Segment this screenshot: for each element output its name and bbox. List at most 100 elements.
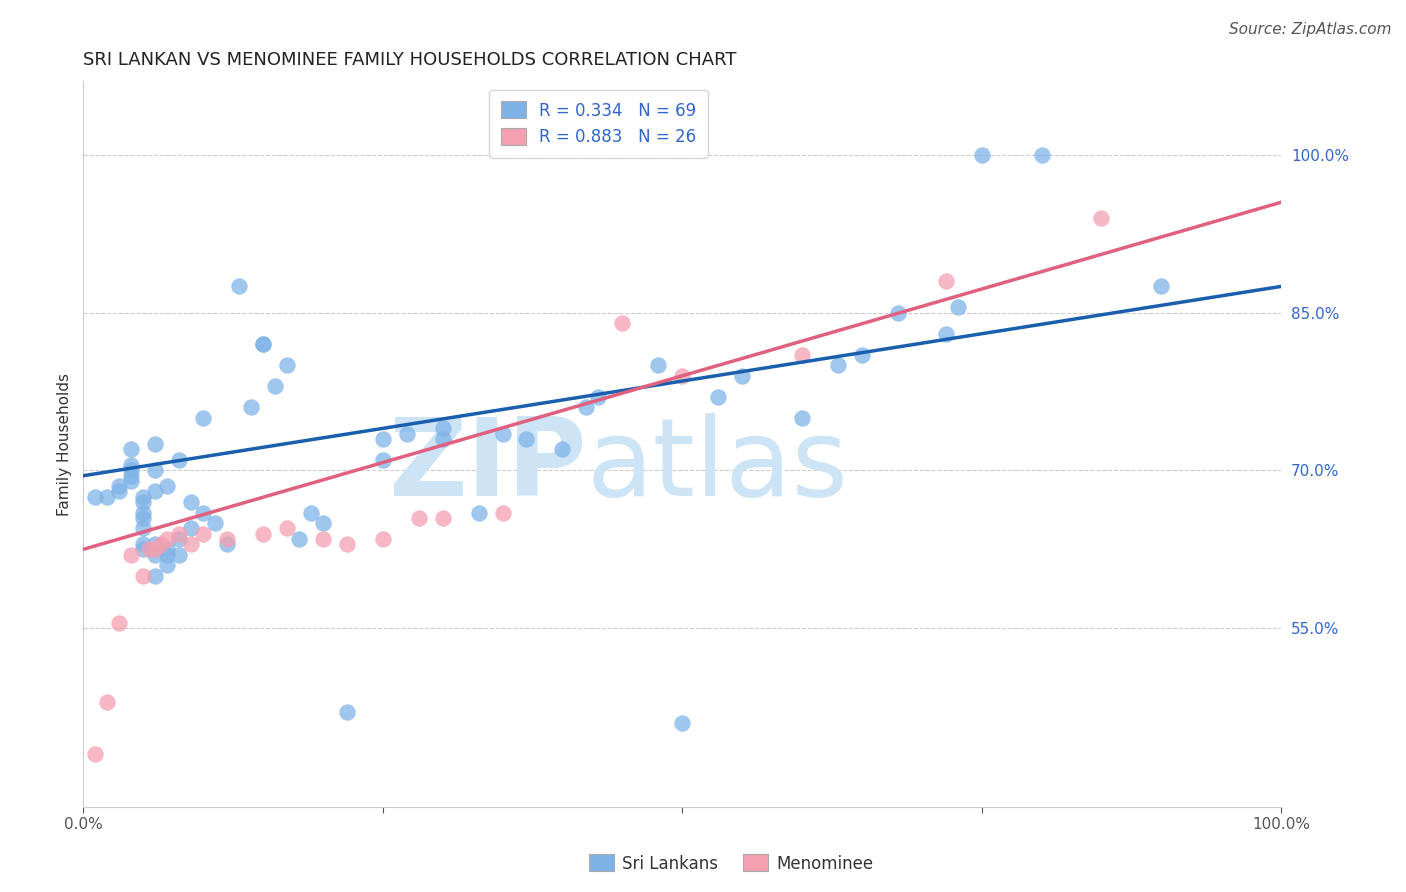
- Point: [491, 506, 513, 520]
- Point: [240, 401, 263, 415]
- Point: [312, 532, 335, 546]
- Point: [551, 442, 574, 457]
- Point: [1150, 279, 1173, 293]
- Point: [215, 532, 238, 546]
- Point: [150, 537, 173, 551]
- Point: [467, 506, 489, 520]
- Point: [96, 490, 118, 504]
- Point: [432, 421, 454, 435]
- Point: [432, 432, 454, 446]
- Point: [935, 274, 957, 288]
- Point: [96, 695, 118, 709]
- Point: [707, 390, 730, 404]
- Point: [408, 510, 430, 524]
- Point: [84, 747, 107, 762]
- Point: [851, 348, 873, 362]
- Legend: R = 0.334   N = 69, R = 0.883   N = 26: R = 0.334 N = 69, R = 0.883 N = 26: [489, 90, 707, 158]
- Point: [120, 463, 142, 477]
- Point: [491, 426, 513, 441]
- Point: [790, 348, 813, 362]
- Point: [887, 306, 910, 320]
- Point: [288, 532, 311, 546]
- Point: [120, 468, 142, 483]
- Point: [156, 558, 179, 573]
- Point: [1031, 148, 1053, 162]
- Point: [143, 548, 166, 562]
- Point: [108, 479, 131, 493]
- Point: [180, 537, 202, 551]
- Point: [156, 542, 179, 557]
- Point: [935, 326, 957, 341]
- Point: [156, 532, 179, 546]
- Legend: Sri Lankans, Menominee: Sri Lankans, Menominee: [582, 847, 880, 880]
- Point: [647, 359, 669, 373]
- Point: [191, 506, 214, 520]
- Point: [371, 432, 394, 446]
- Point: [671, 715, 693, 730]
- Point: [167, 532, 190, 546]
- Point: [191, 410, 214, 425]
- Point: [167, 526, 190, 541]
- Point: [204, 516, 226, 530]
- Point: [515, 432, 537, 446]
- Point: [132, 542, 155, 557]
- Point: [252, 337, 274, 351]
- Point: [132, 506, 155, 520]
- Point: [143, 437, 166, 451]
- Point: [336, 537, 359, 551]
- Text: atlas: atlas: [586, 413, 848, 519]
- Y-axis label: Family Households: Family Households: [58, 373, 72, 516]
- Point: [156, 548, 179, 562]
- Point: [132, 537, 155, 551]
- Point: [588, 390, 610, 404]
- Point: [84, 490, 107, 504]
- Point: [120, 474, 142, 488]
- Point: [167, 548, 190, 562]
- Point: [132, 510, 155, 524]
- Point: [312, 516, 335, 530]
- Point: [336, 706, 359, 720]
- Point: [371, 532, 394, 546]
- Point: [180, 521, 202, 535]
- Point: [946, 301, 969, 315]
- Point: [108, 615, 131, 630]
- Point: [132, 490, 155, 504]
- Point: [143, 537, 166, 551]
- Point: [108, 484, 131, 499]
- Point: [143, 484, 166, 499]
- Point: [276, 521, 298, 535]
- Text: Source: ZipAtlas.com: Source: ZipAtlas.com: [1229, 22, 1392, 37]
- Point: [252, 337, 274, 351]
- Point: [167, 453, 190, 467]
- Point: [432, 510, 454, 524]
- Point: [120, 442, 142, 457]
- Point: [612, 316, 634, 330]
- Point: [371, 453, 394, 467]
- Point: [731, 368, 754, 383]
- Point: [575, 401, 598, 415]
- Point: [143, 463, 166, 477]
- Point: [143, 568, 166, 582]
- Point: [180, 495, 202, 509]
- Point: [1090, 211, 1112, 225]
- Point: [252, 526, 274, 541]
- Point: [215, 537, 238, 551]
- Point: [228, 279, 250, 293]
- Text: ZIP: ZIP: [388, 413, 586, 519]
- Point: [276, 359, 298, 373]
- Point: [120, 458, 142, 473]
- Point: [132, 568, 155, 582]
- Point: [138, 542, 160, 557]
- Point: [827, 359, 849, 373]
- Point: [132, 495, 155, 509]
- Point: [143, 542, 166, 557]
- Point: [671, 368, 693, 383]
- Point: [299, 506, 322, 520]
- Point: [156, 479, 179, 493]
- Point: [120, 548, 142, 562]
- Point: [970, 148, 993, 162]
- Point: [395, 426, 418, 441]
- Text: SRI LANKAN VS MENOMINEE FAMILY HOUSEHOLDS CORRELATION CHART: SRI LANKAN VS MENOMINEE FAMILY HOUSEHOLD…: [83, 51, 737, 69]
- Point: [264, 379, 287, 393]
- Point: [191, 526, 214, 541]
